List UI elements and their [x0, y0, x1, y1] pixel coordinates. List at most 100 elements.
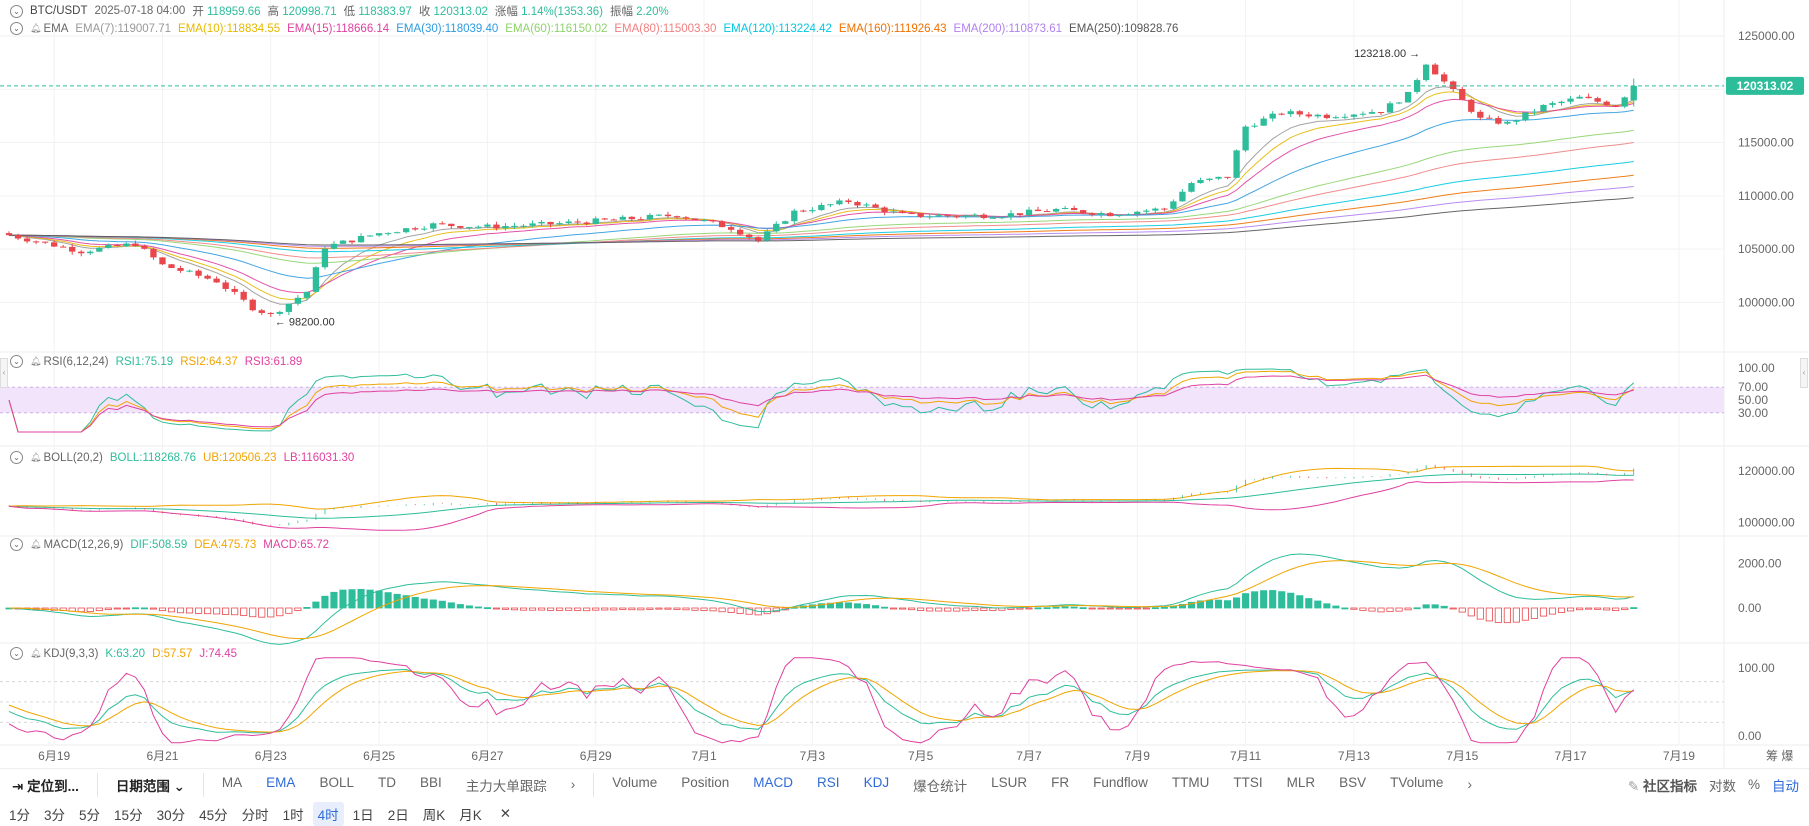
alert-bell-icon[interactable]: 🔔︎: [30, 23, 42, 33]
main-indicator-3[interactable]: TD: [377, 774, 396, 790]
candle-body: [971, 214, 978, 216]
log-scale-button[interactable]: 对数: [1708, 778, 1736, 794]
period-3[interactable]: 15分: [114, 807, 143, 823]
collapse-toggle-icon[interactable]: ⌄: [10, 4, 23, 18]
candle-body: [32, 241, 40, 243]
collapse-toggle-icon[interactable]: ⌄: [10, 451, 23, 464]
sub-indicator-4[interactable]: KDJ: [863, 774, 890, 790]
ema-line-80: [8, 142, 1634, 259]
candle-body: [1116, 214, 1123, 217]
candle-body: [1477, 111, 1484, 118]
ema-line-120: [9, 161, 1634, 253]
alert-bell-icon[interactable]: 🔔︎: [30, 648, 42, 658]
period-5[interactable]: 45分: [199, 807, 228, 823]
candle-body: [96, 247, 103, 252]
period-9[interactable]: 1日: [352, 807, 374, 823]
sub-indicator-6[interactable]: LSUR: [991, 774, 1028, 790]
chevron-right-icon[interactable]: ›: [1467, 777, 1472, 792]
main-indicator-5[interactable]: 主力大单跟踪: [465, 778, 547, 794]
x-tick-label: 7月5: [908, 749, 934, 763]
collapse-toggle-icon[interactable]: ⌄: [10, 22, 23, 35]
alert-bell-icon[interactable]: 🔔︎: [30, 539, 42, 549]
macd-bar: [429, 599, 437, 609]
community-indicators-button[interactable]: ✎ 社区指标: [1616, 775, 1703, 795]
collapse-toggle-icon[interactable]: ⌄: [10, 355, 23, 368]
period-0[interactable]: 1分: [9, 807, 31, 823]
right-collapse-handle[interactable]: ‹: [1800, 358, 1808, 388]
candle-body: [267, 312, 274, 314]
open-value: 118959.66: [207, 6, 261, 18]
sub-indicator-11[interactable]: MLR: [1286, 774, 1316, 790]
sub-indicator-7[interactable]: FR: [1051, 774, 1070, 790]
macd-bar: [1160, 606, 1168, 609]
candle-body: [249, 299, 256, 311]
period-12[interactable]: 月K: [459, 807, 482, 823]
candle-body: [150, 248, 157, 258]
period-8[interactable]: 4时: [312, 801, 344, 826]
locate-button[interactable]: ⇥ 定位到...: [0, 775, 91, 795]
candle-body: [673, 216, 681, 218]
candle-body: [375, 233, 383, 236]
sub-indicator-10[interactable]: TTSI: [1233, 774, 1263, 790]
sub-indicator-0[interactable]: Volume: [612, 774, 658, 790]
macd-bar: [899, 607, 907, 610]
period-10[interactable]: 2日: [387, 807, 409, 823]
period-4[interactable]: 30分: [156, 807, 186, 823]
date-range-button[interactable]: 日期范围 ⌄: [104, 775, 197, 795]
macd-bar: [682, 607, 690, 611]
rsi-tick-label: 70.00: [1738, 380, 1768, 394]
macd-bar: [321, 595, 329, 609]
candle-body: [764, 231, 771, 241]
candle-body: [637, 219, 645, 221]
auto-scale-button[interactable]: 自动: [1772, 778, 1799, 794]
percent-scale-button[interactable]: %: [1747, 777, 1760, 792]
alert-bell-icon[interactable]: 🔔︎: [30, 356, 42, 366]
candle-body: [953, 216, 960, 218]
candle-body: [1630, 85, 1637, 101]
sub-indicator-3[interactable]: RSI: [817, 774, 840, 790]
candle-body: [1513, 120, 1520, 122]
period-7[interactable]: 1时: [282, 807, 304, 823]
candle-body: [628, 216, 635, 220]
period-1[interactable]: 3分: [44, 807, 66, 823]
macd-bar: [1214, 599, 1223, 609]
alert-bell-icon[interactable]: 🔔︎: [30, 452, 42, 462]
sub-indicator-1[interactable]: Position: [681, 774, 730, 790]
macd-bar: [1178, 604, 1186, 609]
close-icon[interactable]: ✕: [499, 805, 512, 821]
sub-indicator-2[interactable]: MACD: [753, 774, 794, 790]
indicator-value: EMA(250):109828.76: [1069, 22, 1179, 35]
left-collapse-handle[interactable]: ‹: [0, 358, 8, 388]
main-indicator-4[interactable]: BBI: [419, 774, 442, 790]
period-6[interactable]: 分时: [241, 807, 269, 823]
sub-indicator-13[interactable]: TVolume: [1390, 774, 1444, 790]
collapse-toggle-icon[interactable]: ⌄: [10, 647, 23, 660]
boll-mid-line: [8, 473, 1634, 519]
main-indicator-1[interactable]: EMA: [266, 774, 296, 790]
candle-body: [321, 248, 329, 268]
kdj-k-line: [8, 668, 1634, 734]
period-2[interactable]: 5分: [79, 807, 101, 823]
candle-body: [1495, 118, 1502, 124]
macd-bar: [664, 607, 672, 610]
sub-indicator-5[interactable]: 爆仓统计: [913, 778, 968, 794]
sub-indicator-9[interactable]: TTMU: [1171, 774, 1210, 790]
candle-body: [294, 297, 302, 304]
chart-svg[interactable]: 125000.00 120000.00 115000.00 110000.00 1050…: [0, 0, 1809, 768]
macd-bar: [1585, 607, 1593, 610]
candle-body: [50, 242, 58, 247]
period-11[interactable]: 周K: [422, 807, 446, 823]
main-indicator-0[interactable]: MA: [221, 774, 243, 790]
sub-indicator-12[interactable]: BSV: [1339, 774, 1367, 790]
chevron-right-icon[interactable]: ›: [570, 777, 576, 792]
macd-bar: [1115, 607, 1123, 610]
candle-body: [1134, 211, 1141, 215]
macd-bar: [1386, 607, 1394, 612]
candle-body: [989, 217, 997, 219]
candle-body: [1450, 81, 1457, 89]
main-indicator-2[interactable]: BOLL: [319, 774, 354, 790]
collapse-toggle-icon[interactable]: ⌄: [10, 538, 23, 551]
candle-body: [1522, 112, 1529, 121]
sub-indicator-8[interactable]: Fundflow: [1093, 774, 1148, 790]
candle-body: [1558, 101, 1565, 104]
